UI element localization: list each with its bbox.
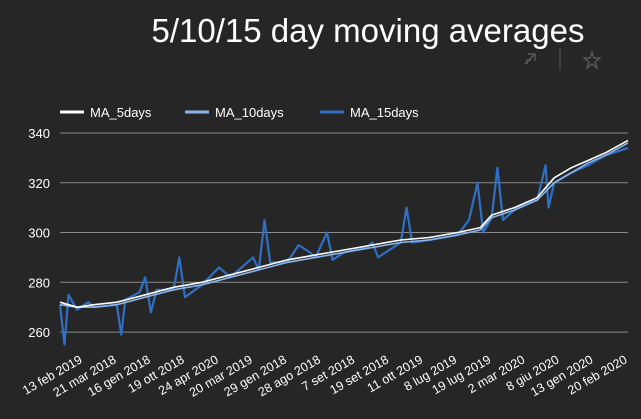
chart-title: 5/10/15 day moving averages — [152, 12, 585, 49]
y-tick-label: 260 — [28, 325, 50, 340]
legend: MA_5days MA_10days MA_15days — [60, 105, 419, 120]
legend-item[interactable]: MA_15days — [320, 105, 419, 120]
legend-item[interactable]: MA_10days — [185, 105, 284, 120]
y-tick-label: 300 — [28, 226, 50, 241]
y-tick-label: 320 — [28, 176, 50, 191]
y-tick-label: 280 — [28, 275, 50, 290]
series-lines — [58, 139, 629, 346]
y-tick-label: 340 — [28, 126, 50, 141]
series-line-ma-5days — [59, 139, 629, 308]
toolbar — [524, 48, 602, 71]
legend-label: MA_10days — [215, 105, 284, 120]
grid-lines — [60, 132, 628, 333]
legend-item[interactable]: MA_5days — [60, 105, 152, 120]
autoscale-icon[interactable] — [524, 53, 536, 65]
series-line-ma-10days — [59, 142, 629, 308]
y-axis-ticks: 260 280 300 320 340 — [28, 126, 50, 340]
series-line-ma-15days — [58, 146, 629, 346]
legend-label: MA_15days — [350, 105, 419, 120]
legend-label: MA_5days — [90, 105, 152, 120]
pin-icon[interactable] — [582, 49, 602, 71]
